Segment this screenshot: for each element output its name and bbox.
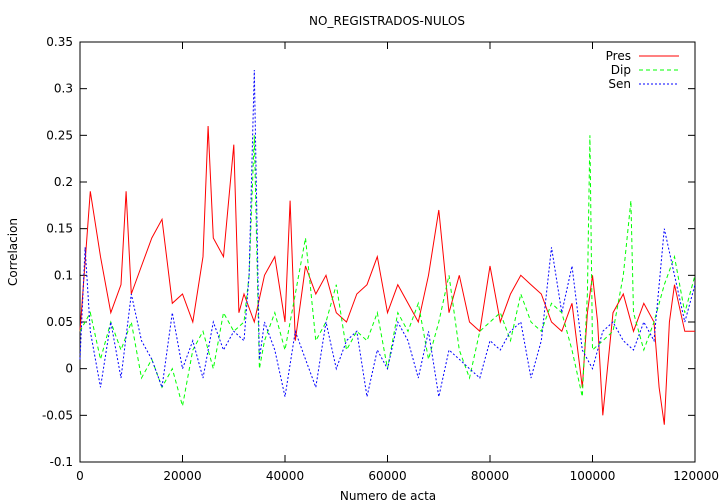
y-tick-label: 0.15	[46, 222, 73, 236]
y-tick-label: 0.2	[54, 175, 73, 189]
legend-label-pres: Pres	[606, 49, 631, 63]
x-axis-ticks: 0 20000 40000 60000 80000 100000 120000	[76, 42, 719, 483]
y-tick-label: -0.1	[50, 455, 73, 469]
x-tick-label: 0	[76, 469, 84, 483]
x-tick-label: 80000	[471, 469, 509, 483]
y-tick-label: 0.1	[54, 268, 73, 282]
x-tick-label: 120000	[673, 469, 719, 483]
y-tick-label: 0	[65, 362, 73, 376]
y-tick-label: 0.05	[46, 315, 73, 329]
x-tick-label: 100000	[570, 469, 616, 483]
y-tick-label: 0.3	[54, 82, 73, 96]
y-tick-label: -0.05	[42, 408, 73, 422]
chart-title: NO_REGISTRADOS-NULOS	[309, 14, 465, 28]
y-tick-label: 0.25	[46, 128, 73, 142]
series-line-dip	[79, 135, 696, 407]
y-tick-label: 0.35	[46, 35, 73, 49]
x-axis-label: Numero de acta	[340, 489, 436, 503]
y-axis-label: Correlacion	[6, 218, 20, 286]
legend-label-dip: Dip	[611, 63, 631, 77]
y-axis-ticks: -0.1 -0.05 0 0.05 0.1 0.15 0.2 0.25 0.3 0.35	[42, 35, 695, 469]
series-line-pres	[79, 125, 695, 425]
series-lines	[79, 69, 696, 425]
legend-label-sen: Sen	[608, 77, 631, 91]
plot-frame	[79, 41, 696, 463]
x-tick-label: 20000	[163, 469, 201, 483]
x-tick-label: 60000	[368, 469, 406, 483]
series-line-sen	[79, 69, 696, 397]
x-tick-label: 40000	[266, 469, 304, 483]
